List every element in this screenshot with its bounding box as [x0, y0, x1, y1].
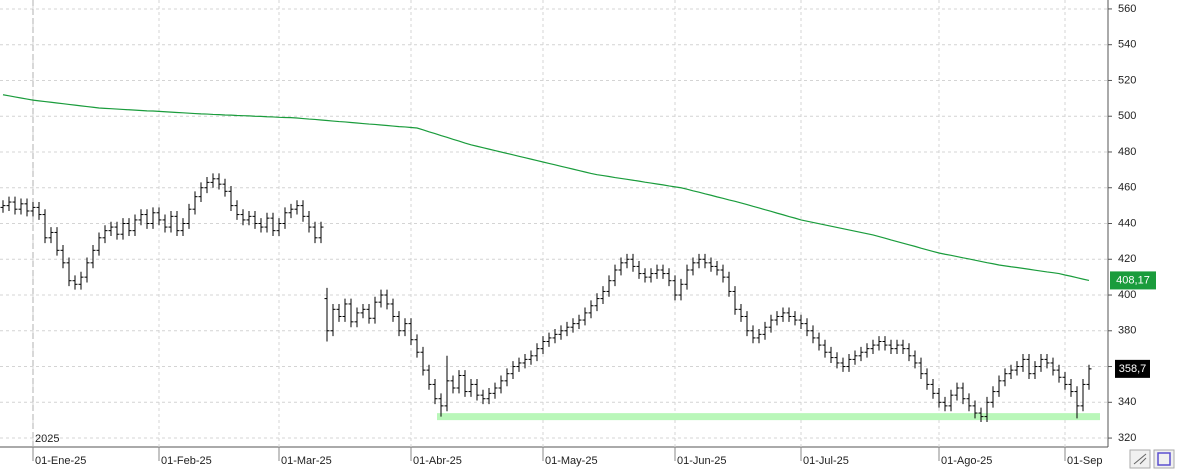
y-tick-label: 440	[1118, 217, 1136, 229]
y-tick-label: 320	[1118, 432, 1136, 444]
x-tick-label: 01-Mar-25	[281, 455, 332, 467]
y-tick-label: 540	[1118, 39, 1136, 51]
toolbar	[1129, 449, 1175, 469]
y-tick-label: 500	[1118, 110, 1136, 122]
x-tick-label: 01-Abr-25	[413, 455, 462, 467]
y-tick-label: 560	[1118, 3, 1136, 15]
y-tick-label: 400	[1118, 289, 1136, 301]
ma-tag-label: 408,17	[1116, 274, 1150, 286]
price-bars	[0, 173, 1092, 422]
ma-tag	[1110, 271, 1156, 290]
grid	[0, 0, 1108, 447]
y-tick-label: 380	[1118, 325, 1136, 337]
close-tag-label: 358,7	[1119, 363, 1147, 375]
x-tick-label: 01-Sep	[1067, 455, 1102, 467]
save-icon	[1157, 452, 1171, 466]
moving-average	[2, 94, 1090, 281]
x-tick-label: 01-Jun-25	[677, 455, 727, 467]
y-tick-label: 420	[1118, 253, 1136, 265]
x-tick-label: 01-Feb-25	[161, 455, 212, 467]
y-tick-label: 480	[1118, 146, 1136, 158]
zoom-icon	[1133, 453, 1147, 465]
x-tick-label: 01-May-25	[545, 455, 598, 467]
y-tick-label: 340	[1118, 396, 1136, 408]
close-tag	[1115, 359, 1150, 378]
x-tick-label: 01-Jul-25	[803, 455, 849, 467]
save-button[interactable]	[1153, 449, 1175, 469]
y-tick-label: 460	[1118, 182, 1136, 194]
x-tick-label: 01-Ene-25	[35, 455, 86, 467]
y-tick-label: 520	[1118, 74, 1136, 86]
year-label: 2025	[35, 433, 59, 445]
x-tick-label: 01-Ago-25	[941, 455, 992, 467]
